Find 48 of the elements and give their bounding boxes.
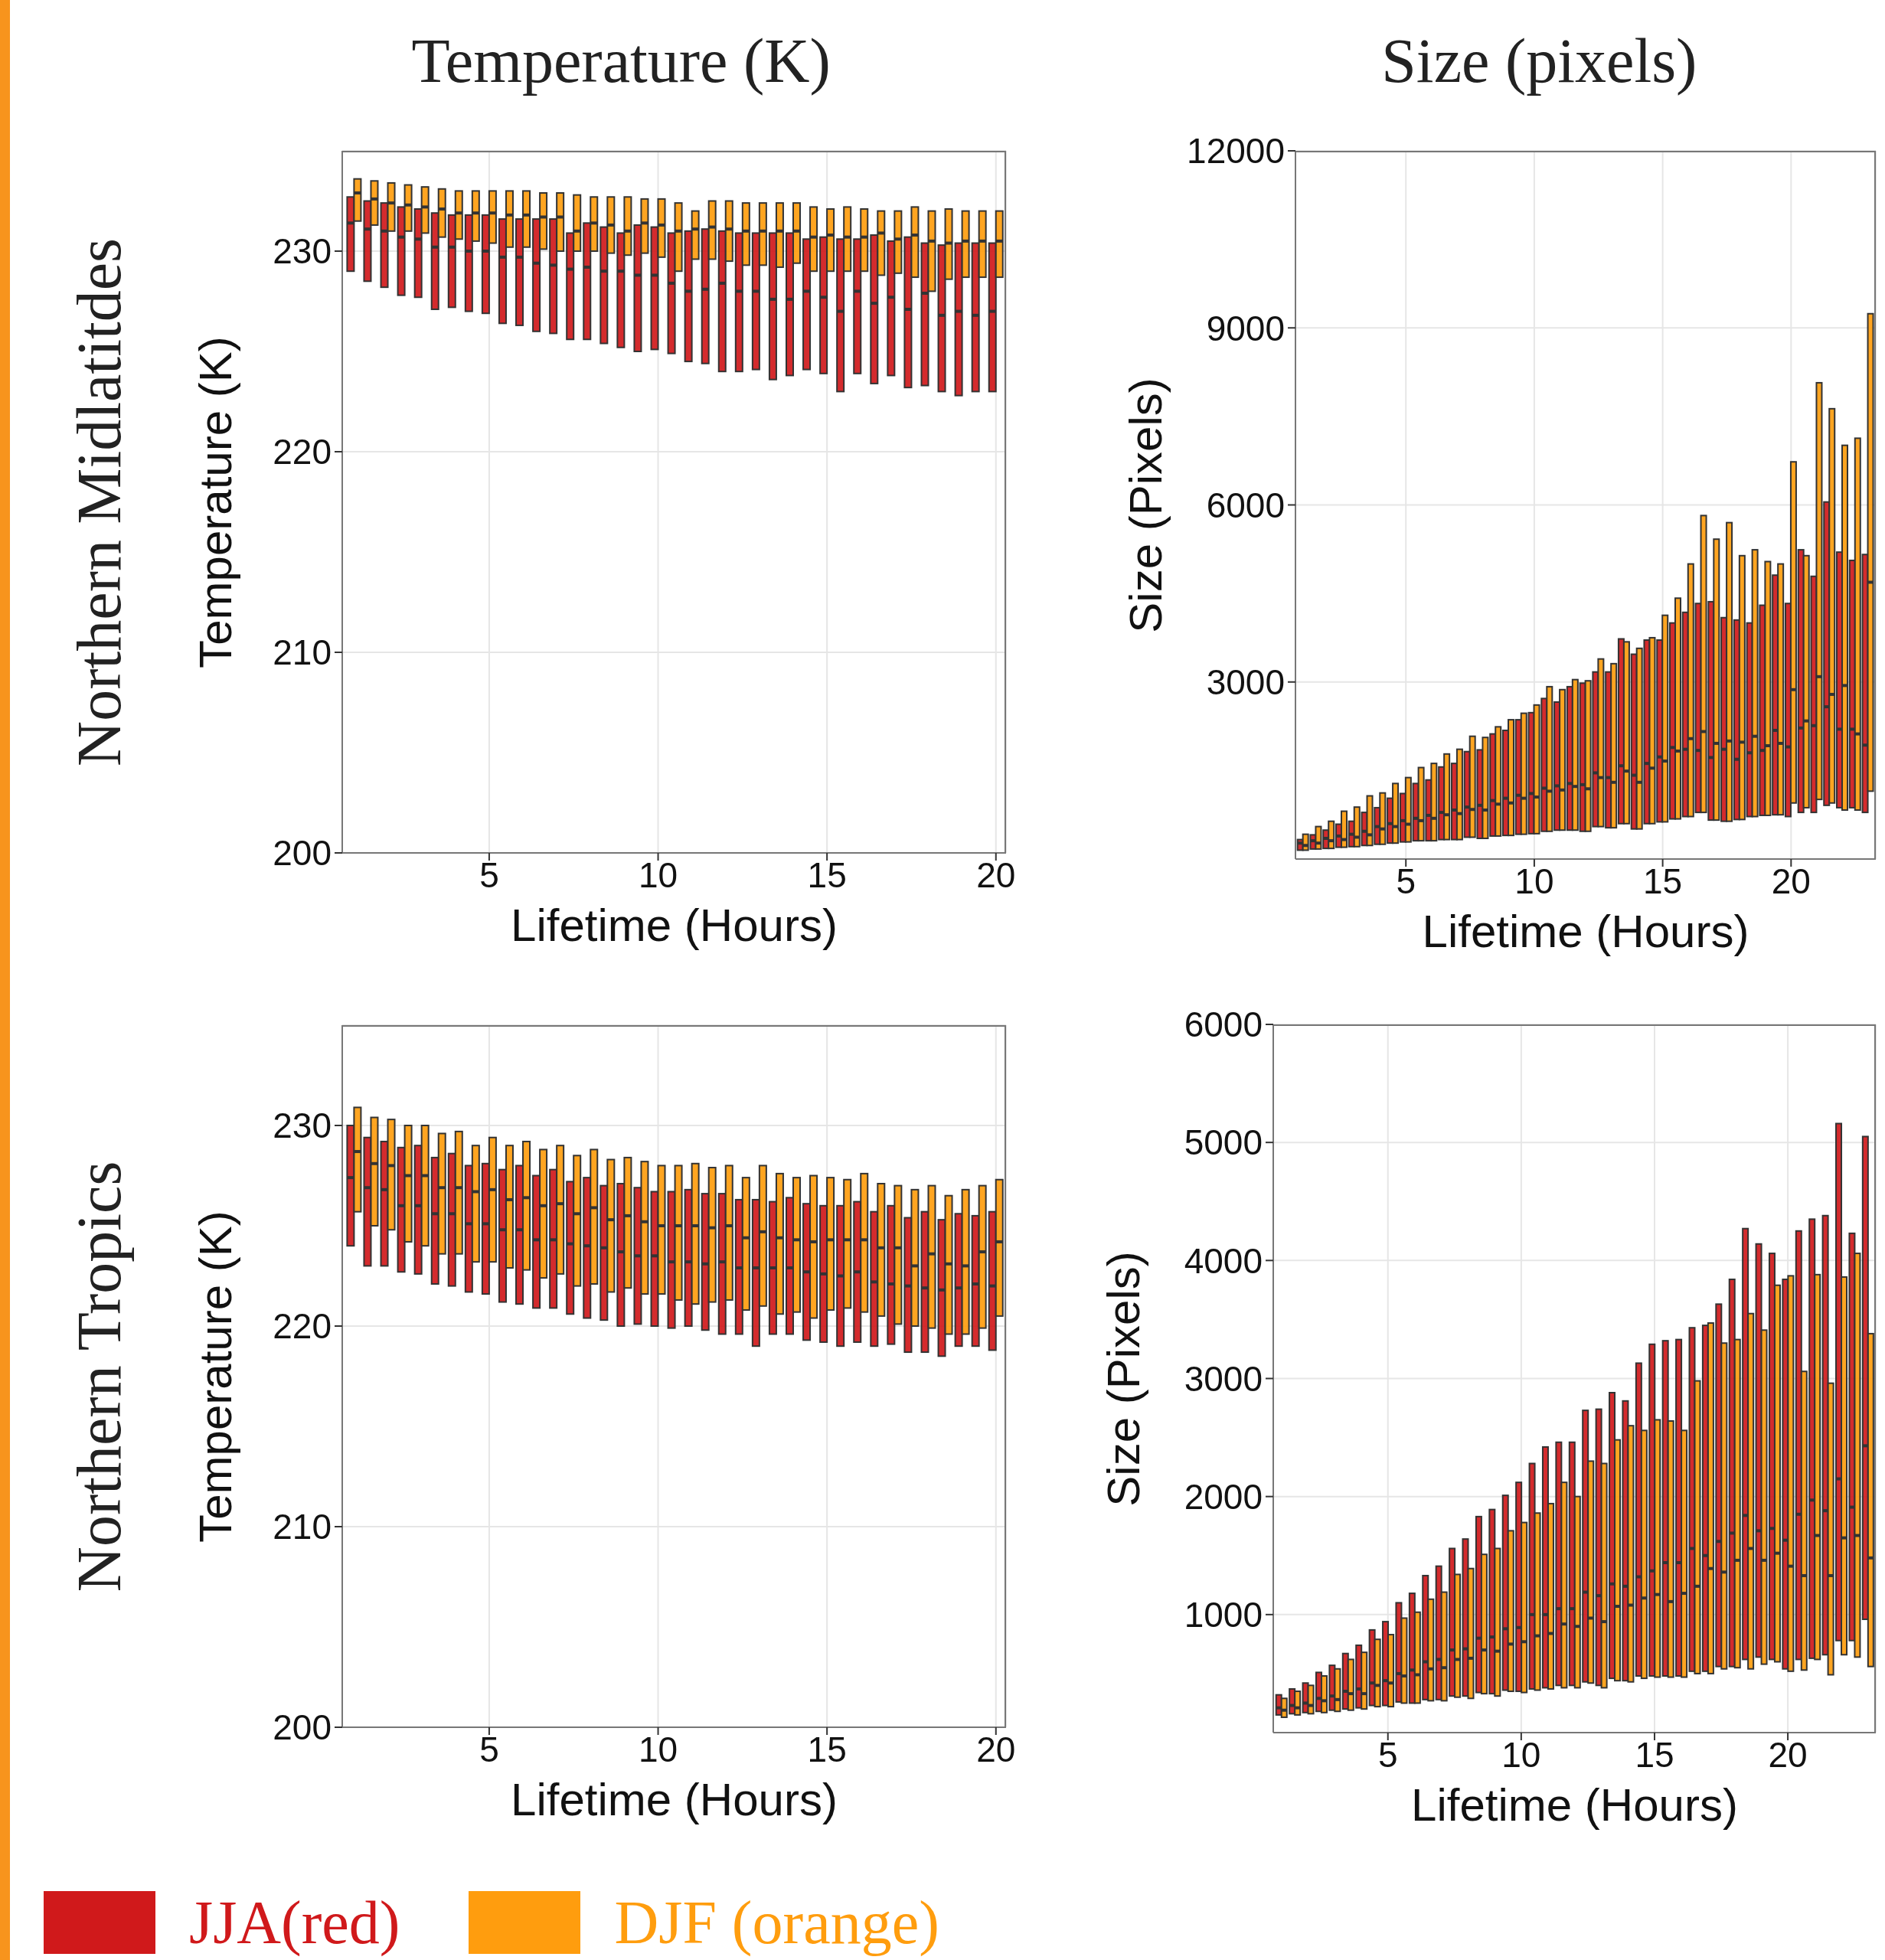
x-tick-label: 20 xyxy=(976,1729,1016,1769)
x-tick-label: 20 xyxy=(1768,1734,1808,1775)
x-tick-label: 15 xyxy=(807,1729,847,1769)
x-tick-label: 5 xyxy=(1377,1734,1398,1775)
x-tick-label: 5 xyxy=(479,1729,499,1769)
x-tick-label: 10 xyxy=(638,1729,678,1769)
x-tick-label: 15 xyxy=(807,854,847,895)
y-axis-title: Size (Pixels) xyxy=(1097,1250,1150,1508)
y-tick-label: 12000 xyxy=(1187,131,1285,172)
x-axis-title: Lifetime (Hours) xyxy=(510,899,838,952)
y-tick-label: 220 xyxy=(273,432,332,472)
y-tick-label: 2000 xyxy=(1184,1477,1263,1517)
x-tick-label: 5 xyxy=(1396,861,1416,901)
chart-title: Temperature (K) xyxy=(410,25,831,97)
text: Northern Midlatitdes xyxy=(64,237,135,768)
x-tick-label: 10 xyxy=(1501,1734,1541,1775)
x-tick-label: 10 xyxy=(1514,861,1554,901)
x-tick-label: 20 xyxy=(1771,861,1811,901)
x-axis-title: Lifetime (Hours) xyxy=(1410,1779,1739,1832)
y-tick-label: 210 xyxy=(273,632,332,673)
x-tick-label: 10 xyxy=(638,854,678,895)
x-axis-title: Lifetime (Hours) xyxy=(1421,905,1750,959)
y-tick-label: 6000 xyxy=(1206,485,1285,525)
y-axis-title: Temperature (K) xyxy=(189,335,242,670)
y-tick-label: 230 xyxy=(273,1106,332,1146)
y-tick-label: 9000 xyxy=(1206,308,1285,348)
y-tick-label: 3000 xyxy=(1184,1358,1263,1399)
x-tick-label: 5 xyxy=(479,854,499,895)
y-tick-label: 4000 xyxy=(1184,1240,1263,1281)
y-tick-label: 200 xyxy=(273,1707,332,1748)
x-axis-title: Lifetime (Hours) xyxy=(510,1773,838,1827)
legend-label: DJF (orange) xyxy=(614,1888,939,1957)
y-tick-label: 200 xyxy=(273,833,332,874)
y-tick-label: 1000 xyxy=(1184,1595,1263,1635)
y-tick-label: 5000 xyxy=(1184,1122,1263,1163)
x-tick-label: 20 xyxy=(976,854,1016,895)
text: Northern Tropics xyxy=(64,1160,135,1593)
x-tick-label: 15 xyxy=(1643,861,1683,901)
y-tick-label: 210 xyxy=(273,1507,332,1547)
y-tick-label: 230 xyxy=(273,231,332,272)
y-tick-label: 220 xyxy=(273,1306,332,1347)
legend-label: JJA(red) xyxy=(189,1888,400,1957)
y-tick-label: 3000 xyxy=(1206,662,1285,703)
y-axis-title: Size (Pixels) xyxy=(1119,376,1172,635)
y-axis-title: Temperature (K) xyxy=(189,1209,242,1544)
y-tick-label: 6000 xyxy=(1184,1004,1263,1045)
x-tick-label: 15 xyxy=(1635,1734,1674,1775)
chart-title: Size (pixels) xyxy=(1380,25,1698,97)
